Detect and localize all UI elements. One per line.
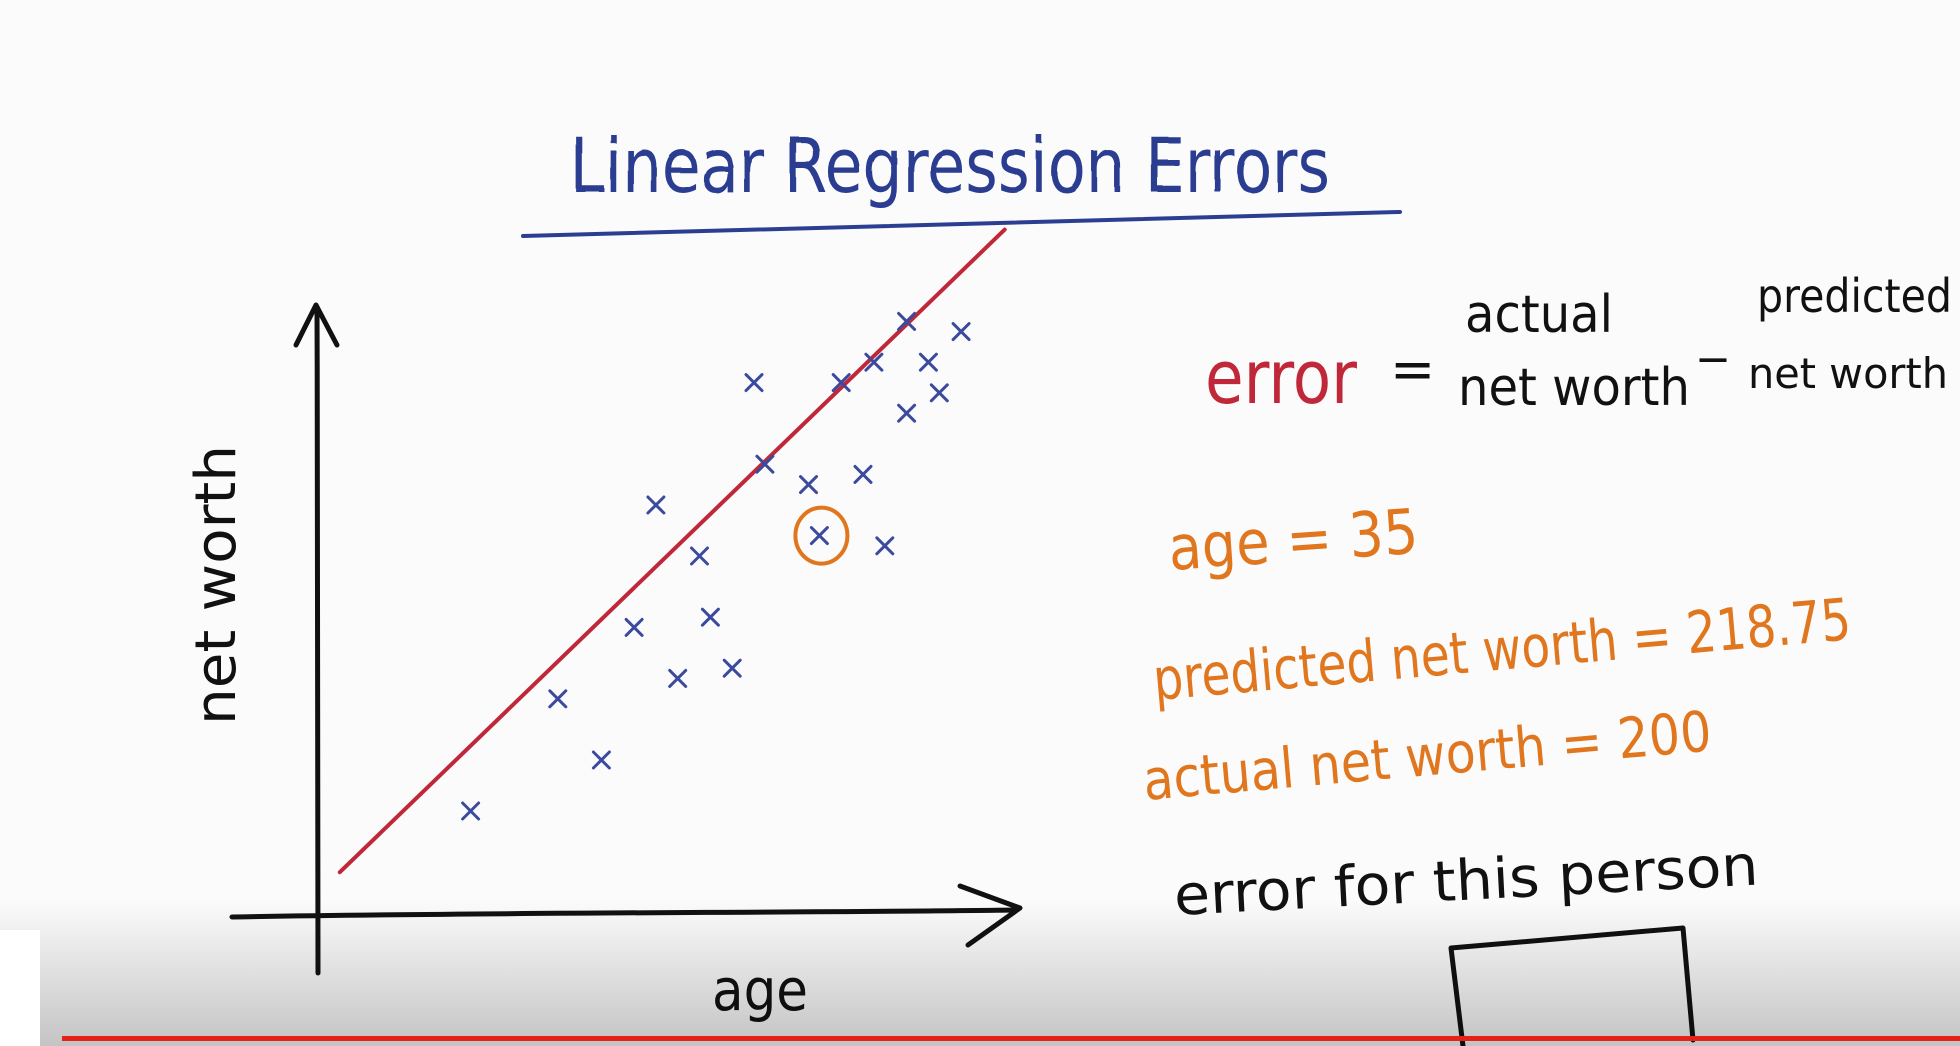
video-progress-fill xyxy=(62,1036,1960,1041)
scatter-point xyxy=(744,373,764,393)
scatter-point xyxy=(951,322,971,342)
scatter-point xyxy=(929,383,949,403)
player-left-edge xyxy=(0,930,40,1046)
answer-box xyxy=(1448,925,1696,1046)
scatter-point xyxy=(799,475,818,495)
scatter-point xyxy=(755,454,775,474)
chart-axes xyxy=(229,302,1023,976)
scatter-point xyxy=(646,495,666,515)
formula-minus: _ xyxy=(1699,303,1727,363)
x-axis-label: age xyxy=(712,956,808,1024)
worked-example: age = 35 predicted net worth = 218.75 ac… xyxy=(1141,495,1854,814)
scatter-point xyxy=(897,311,917,331)
y-axis-label: net worth xyxy=(184,445,249,725)
scatter-point xyxy=(722,658,742,678)
example-actual: actual net worth = 200 xyxy=(1141,700,1714,814)
x-axis xyxy=(229,907,1018,920)
video-player-shadow xyxy=(0,900,1960,1046)
scatter-point xyxy=(700,607,720,627)
scatter-point xyxy=(548,689,568,709)
scatter-point xyxy=(831,373,851,393)
scatter-point xyxy=(690,546,709,566)
example-predicted: predicted net worth = 218.75 xyxy=(1150,585,1853,714)
formula-error-word: error xyxy=(1205,335,1357,421)
scatter-point xyxy=(897,403,917,423)
scatter-point xyxy=(591,750,611,770)
scatter-point xyxy=(809,526,829,546)
scatter-point xyxy=(624,617,644,637)
example-age: age = 35 xyxy=(1166,495,1420,585)
error-formula: error = actual net worth _ predicted net… xyxy=(1205,269,1952,421)
formula-actual-bottom: net worth xyxy=(1458,358,1690,418)
x-axis-arrowhead xyxy=(957,883,1023,948)
scatter-point xyxy=(853,464,873,484)
y-axis xyxy=(314,304,321,976)
formula-predicted-top: predicted xyxy=(1757,269,1952,323)
scatter-point xyxy=(461,801,481,821)
formula-actual-top: actual xyxy=(1465,285,1613,345)
title-underline xyxy=(521,210,1402,238)
scatter-point xyxy=(875,536,895,556)
scatter-point xyxy=(668,668,688,688)
scatter-point xyxy=(864,352,884,372)
scatter-point xyxy=(918,352,938,372)
video-progress-bar[interactable] xyxy=(62,1036,1960,1041)
y-axis-arrowhead xyxy=(293,302,340,348)
highlighted-point-circle xyxy=(793,505,850,566)
formula-equals: = xyxy=(1390,338,1435,401)
regression-line xyxy=(337,227,1007,875)
slide-title: Linear Regression Errors xyxy=(570,121,1330,210)
formula-predicted-bottom: net worth xyxy=(1748,349,1948,398)
